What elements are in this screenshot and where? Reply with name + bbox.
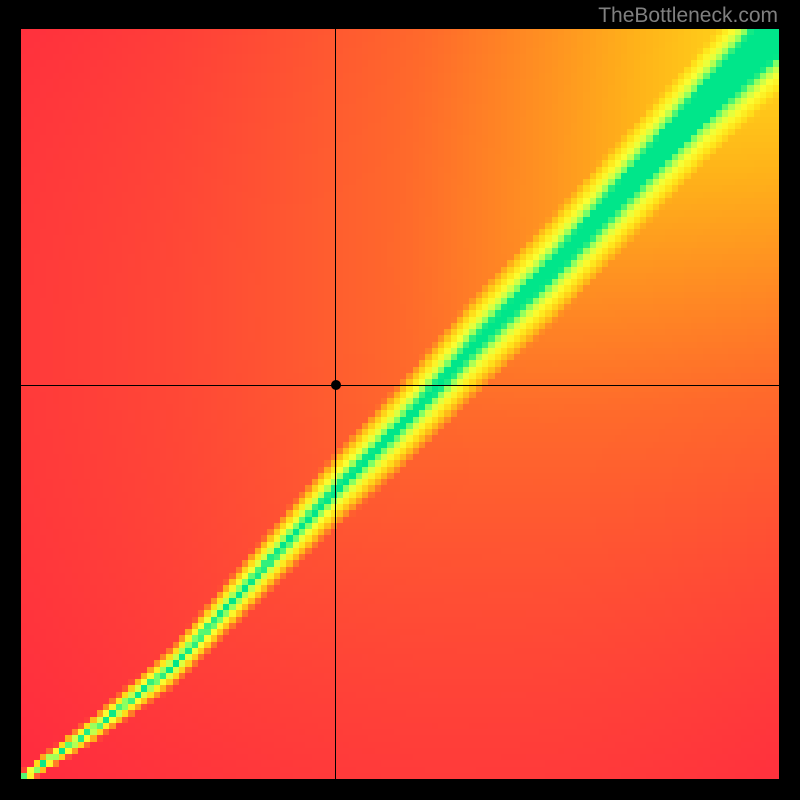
- crosshair-horizontal-line: [21, 385, 779, 386]
- bottleneck-heatmap: [21, 29, 779, 779]
- data-point-marker: [331, 380, 341, 390]
- crosshair-vertical-line: [335, 29, 336, 779]
- watermark-text: TheBottleneck.com: [598, 4, 778, 28]
- chart-container: { "canvas": { "width": 800, "height": 80…: [0, 0, 800, 800]
